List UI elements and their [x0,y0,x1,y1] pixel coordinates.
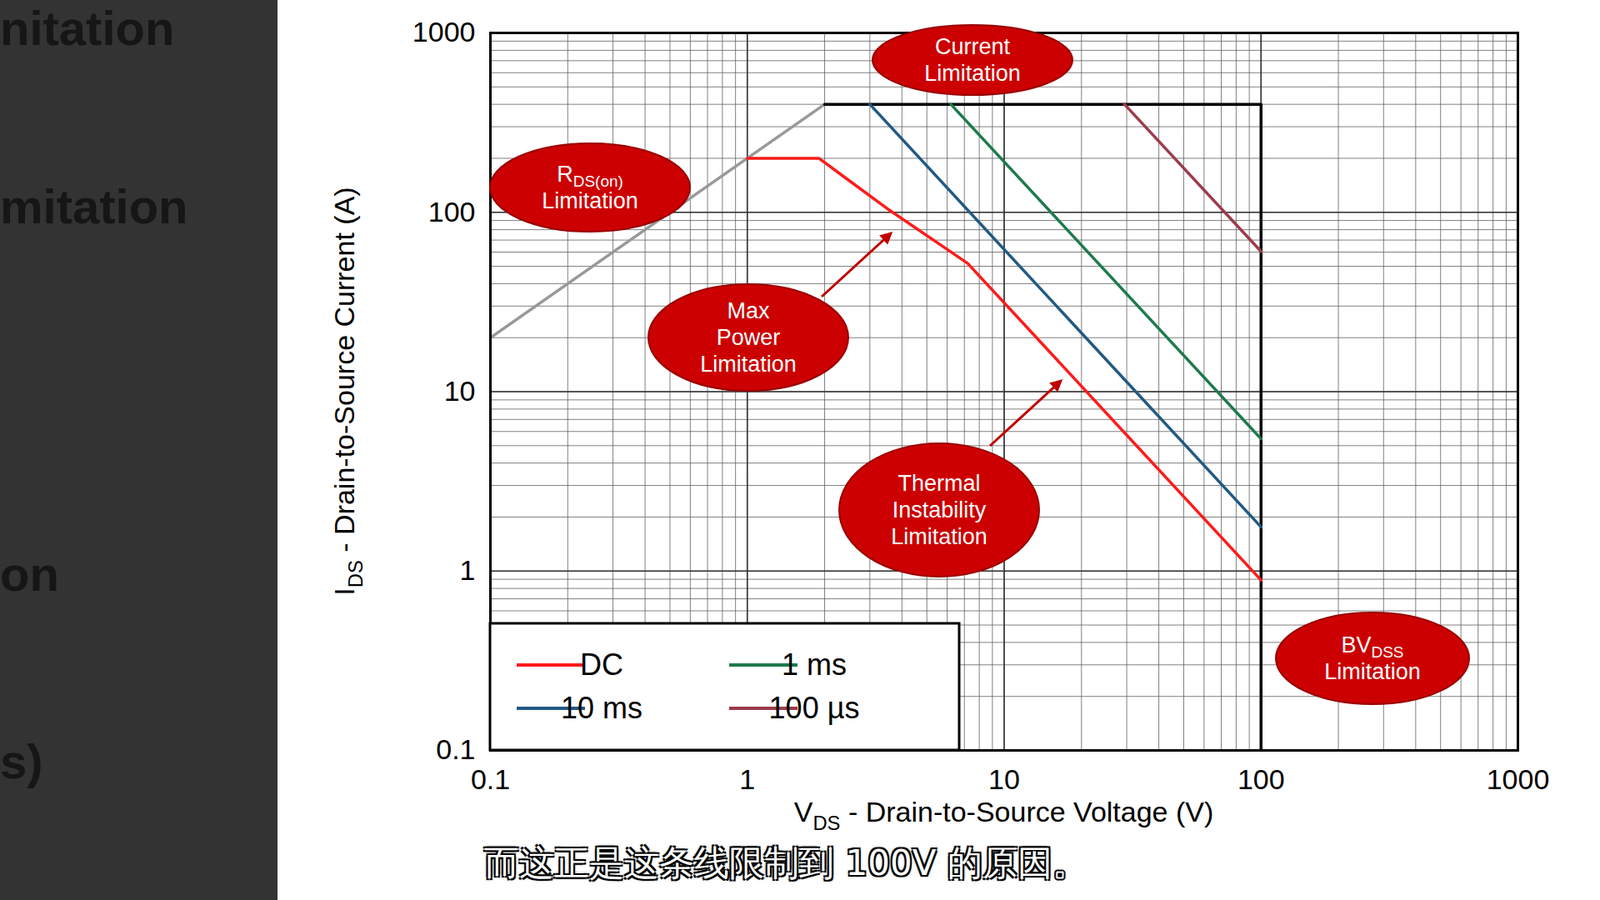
svg-text:0.1: 0.1 [435,733,475,765]
svg-text:0.1: 0.1 [470,763,510,795]
svg-text:1000: 1000 [1486,763,1550,795]
svg-text:Limitation: Limitation [541,188,639,214]
svg-text:100: 100 [428,195,476,228]
svg-text:RDS(on): RDS(on) [556,161,624,190]
svg-text:1: 1 [460,554,476,586]
svg-text:Limitation: Limitation [700,351,797,377]
html-text:on: on [0,546,60,601]
svg-text:Limitation: Limitation [890,524,988,550]
svg-text:1000: 1000 [412,15,476,48]
svg-text:Limitation: Limitation [924,60,1021,86]
html-text:mitation: mitation [0,179,188,234]
svg-text:IDS - Drain-to-Source Current: IDS - Drain-to-Source Current (A) [328,186,367,595]
svg-text:1: 1 [739,763,755,795]
svg-text:100: 100 [1237,763,1285,795]
html-text:nitation: nitation [0,0,175,55]
svg-text:Thermal: Thermal [897,470,980,496]
svg-text:VDS - Drain-to-Source Voltage: VDS - Drain-to-Source Voltage (V) [794,795,1215,834]
html-text:s): s) [0,734,43,789]
svg-text:100 µs: 100 µs [769,690,860,725]
svg-text:Max: Max [726,298,770,324]
svg-text:10: 10 [988,763,1020,795]
svg-text:10 ms: 10 ms [560,690,643,725]
svg-text:DC: DC [580,647,624,682]
html-text:而这正是这条线限制到 100V 的原因。: 而这正是这条线限制到 100V 的原因。 [484,842,1088,884]
svg-text:Current: Current [935,34,1011,60]
svg-text:Power: Power [716,325,781,350]
svg-text:1 ms: 1 ms [781,647,847,682]
svg-text:BVDSS: BVDSS [1340,632,1404,661]
svg-text:10: 10 [444,375,476,407]
svg-text:Instability: Instability [892,497,987,523]
svg-text:Limitation: Limitation [1324,659,1421,685]
